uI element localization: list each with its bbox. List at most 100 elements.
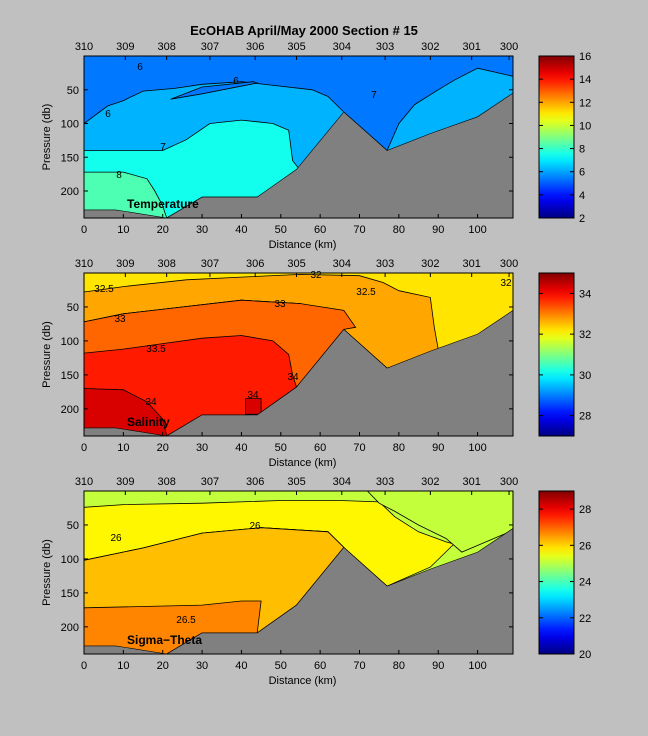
contour-label: 32 xyxy=(500,278,512,289)
y-tick-label: 50 xyxy=(67,302,79,314)
station-label: 310 xyxy=(75,41,93,53)
panel-3: 26 26 26.5 0 10 20 30 40 50 60 70 80 90 100 Distance (… xyxy=(41,476,591,687)
station-label: 304 xyxy=(333,41,351,53)
colorbar-tick-label: 20 xyxy=(579,649,591,661)
colorbar xyxy=(538,55,575,219)
station-label: 303 xyxy=(376,41,394,53)
data-region xyxy=(170,81,259,100)
station-label: 302 xyxy=(421,258,439,270)
x-tick-label: 30 xyxy=(196,442,208,454)
y-axis-label: Pressure (db) xyxy=(41,104,53,171)
station-label: 307 xyxy=(201,258,219,270)
colorbar-tick-label: 30 xyxy=(579,370,591,382)
contour-label: 34 xyxy=(287,372,299,383)
x-tick-label: 50 xyxy=(275,660,287,672)
station-label: 308 xyxy=(157,258,175,270)
station-label: 305 xyxy=(287,41,305,53)
station-label: 306 xyxy=(246,258,264,270)
colorbar-tick-label: 12 xyxy=(579,97,591,109)
station-label: 306 xyxy=(246,476,264,488)
station-label: 308 xyxy=(157,476,175,488)
station-label: 301 xyxy=(462,258,480,270)
colorbar xyxy=(538,272,575,437)
y-tick-label: 200 xyxy=(61,404,79,416)
y-axis-label: Pressure (db) xyxy=(41,321,53,388)
data-region xyxy=(366,491,513,553)
station-label: 302 xyxy=(421,41,439,53)
x-tick-label: 70 xyxy=(353,224,365,236)
colorbar-tick-label: 28 xyxy=(579,504,591,516)
contour-label: 32.5 xyxy=(356,287,376,298)
panel-label: Temperature xyxy=(127,197,199,211)
contour-label: 33.5 xyxy=(146,344,166,355)
colorbar-tick-label: 8 xyxy=(579,144,585,156)
colorbar-tick-label: 16 xyxy=(579,51,591,63)
x-tick-label: 40 xyxy=(235,660,247,672)
station-label: 304 xyxy=(333,258,351,270)
y-tick-label: 200 xyxy=(61,186,79,198)
seafloor xyxy=(84,528,513,654)
x-tick-label: 20 xyxy=(157,224,169,236)
x-tick-label: 70 xyxy=(353,660,365,672)
x-tick-label: 0 xyxy=(81,442,87,454)
station-label: 307 xyxy=(201,476,219,488)
x-tick-label: 0 xyxy=(81,660,87,672)
station-label: 309 xyxy=(116,41,134,53)
x-tick-label: 100 xyxy=(468,660,486,672)
panel-label: Salinity xyxy=(127,415,170,429)
colorbar-tick-label: 2 xyxy=(579,213,585,225)
x-tick-label: 40 xyxy=(235,442,247,454)
station-label: 310 xyxy=(75,476,93,488)
station-label: 300 xyxy=(500,476,518,488)
x-axis-label: Distance (km) xyxy=(269,239,337,251)
x-tick-label: 40 xyxy=(235,224,247,236)
y-tick-label: 50 xyxy=(67,85,79,97)
panel-label: Sigma−Theta xyxy=(127,633,202,647)
x-tick-label: 10 xyxy=(117,660,129,672)
plot-area xyxy=(84,491,513,654)
data-region xyxy=(84,56,513,152)
colorbar-tick-label: 32 xyxy=(579,329,591,341)
panel-2: 32.5 32 32.5 32 33 33 33.5 34 34 34 0 10 20 30 40 50 60 7… xyxy=(41,258,591,469)
y-tick-label: 150 xyxy=(61,370,79,382)
plot-area xyxy=(84,56,513,218)
station-label: 307 xyxy=(201,41,219,53)
contour-label: 26.5 xyxy=(176,615,196,626)
contour-label: 32 xyxy=(310,270,322,281)
station-label: 303 xyxy=(376,258,394,270)
x-tick-label: 20 xyxy=(157,660,169,672)
x-tick-label: 60 xyxy=(314,442,326,454)
x-tick-label: 80 xyxy=(393,224,405,236)
y-tick-label: 150 xyxy=(61,152,79,164)
y-tick-label: 100 xyxy=(61,119,79,131)
station-label: 306 xyxy=(246,41,264,53)
x-tick-label: 90 xyxy=(432,442,444,454)
contour-label: 7 xyxy=(371,90,377,101)
station-label: 301 xyxy=(462,41,480,53)
colorbar-tick-label: 24 xyxy=(579,577,591,589)
x-tick-label: 100 xyxy=(468,224,486,236)
station-label: 305 xyxy=(287,476,305,488)
station-label: 310 xyxy=(75,258,93,270)
x-tick-label: 10 xyxy=(117,442,129,454)
contour-label: 26 xyxy=(249,521,261,532)
x-tick-label: 0 xyxy=(81,224,87,236)
contour-label: 33 xyxy=(274,299,286,310)
x-tick-label: 20 xyxy=(157,442,169,454)
y-tick-label: 100 xyxy=(61,336,79,348)
x-tick-label: 80 xyxy=(393,442,405,454)
contour-label: 33 xyxy=(114,314,126,325)
x-tick-label: 50 xyxy=(275,224,287,236)
y-tick-label: 150 xyxy=(61,588,79,600)
x-tick-label: 50 xyxy=(275,442,287,454)
colorbar-tick-label: 14 xyxy=(579,74,591,86)
x-tick-label: 90 xyxy=(432,660,444,672)
contour-label: 6 xyxy=(233,76,239,87)
colorbar-tick-label: 10 xyxy=(579,120,591,132)
x-tick-label: 30 xyxy=(196,660,208,672)
station-label: 300 xyxy=(500,41,518,53)
contour-label: 34 xyxy=(247,390,259,401)
station-label: 304 xyxy=(333,476,351,488)
